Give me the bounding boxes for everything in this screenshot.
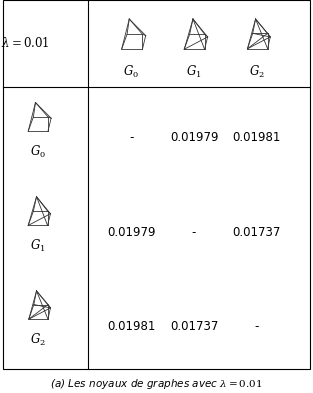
- Text: 0.01981: 0.01981: [107, 320, 156, 333]
- Text: -: -: [192, 226, 196, 239]
- Text: $G_1$: $G_1$: [30, 238, 45, 254]
- Text: 0.01981: 0.01981: [233, 131, 281, 144]
- Text: $\lambda = 0.01$: $\lambda = 0.01$: [1, 37, 49, 50]
- Text: 0.01737: 0.01737: [170, 320, 218, 333]
- Text: $G_0$: $G_0$: [123, 64, 140, 80]
- Text: -: -: [254, 320, 259, 333]
- Text: (a) Les noyaux de graphes avec $\lambda = 0.01$: (a) Les noyaux de graphes avec $\lambda …: [50, 376, 263, 391]
- Text: $G_1$: $G_1$: [186, 64, 202, 80]
- Text: 0.01979: 0.01979: [170, 131, 218, 144]
- Text: -: -: [129, 131, 134, 144]
- Text: 0.01979: 0.01979: [107, 226, 156, 239]
- Text: $G_2$: $G_2$: [30, 332, 45, 348]
- Text: 0.01737: 0.01737: [233, 226, 281, 239]
- Text: $G_2$: $G_2$: [249, 64, 264, 80]
- Text: $G_0$: $G_0$: [29, 143, 46, 160]
